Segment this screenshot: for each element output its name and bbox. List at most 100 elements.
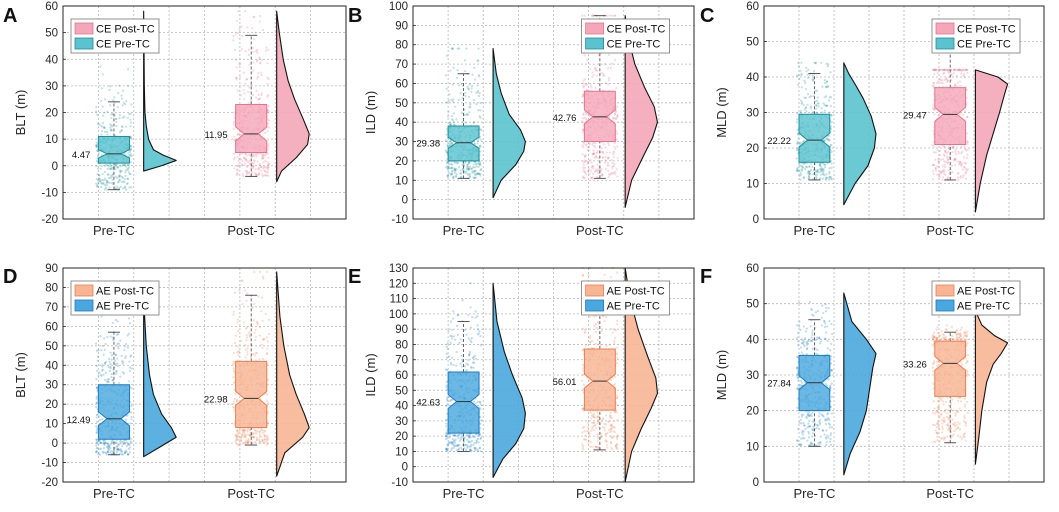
data-point [233, 291, 236, 294]
data-point [808, 73, 812, 76]
data-point [476, 400, 479, 403]
data-point [233, 111, 236, 114]
data-point [101, 363, 104, 367]
data-point [121, 453, 124, 456]
y-tick-label: 60 [45, 321, 58, 333]
data-point [110, 129, 113, 132]
data-point [594, 322, 598, 326]
y-tick-label: 0 [402, 195, 408, 207]
data-point [803, 345, 806, 348]
data-point [127, 164, 130, 167]
data-point [109, 165, 113, 168]
data-point [104, 451, 107, 454]
y-tick-label: 30 [45, 380, 58, 392]
data-point [956, 176, 960, 179]
data-point [464, 121, 467, 124]
data-point [824, 322, 827, 325]
data-point [100, 315, 103, 318]
data-point [594, 423, 597, 427]
median-label: 22.22 [767, 136, 791, 147]
data-point [245, 78, 248, 81]
data-point [450, 118, 454, 121]
data-point [454, 175, 457, 178]
data-point [450, 142, 453, 145]
data-point [583, 437, 586, 441]
data-point [470, 84, 474, 88]
data-point [109, 447, 112, 450]
data-point [98, 179, 101, 183]
x-tick-label: Post-TC [227, 223, 275, 238]
data-point [939, 68, 942, 71]
data-point [816, 169, 819, 172]
data-point [478, 172, 481, 176]
data-point [581, 153, 584, 156]
data-point [476, 328, 480, 331]
data-point [457, 436, 460, 440]
data-point [808, 165, 811, 168]
data-point [236, 321, 239, 324]
data-point [799, 99, 802, 102]
data-point [111, 166, 114, 170]
data-point [613, 339, 616, 343]
data-point [125, 451, 128, 454]
data-point [445, 166, 448, 169]
data-point [232, 123, 235, 126]
data-point [246, 428, 249, 432]
data-point [446, 144, 450, 148]
data-point [264, 313, 267, 316]
data-point [235, 77, 238, 81]
data-point [455, 168, 458, 171]
data-point [824, 95, 828, 98]
data-point [600, 151, 603, 154]
data-point [266, 442, 269, 445]
data-point [612, 153, 615, 156]
data-point [951, 150, 954, 154]
data-point [477, 94, 480, 98]
data-point [940, 79, 944, 82]
data-point [262, 165, 266, 168]
data-point [115, 441, 118, 444]
data-point [802, 140, 805, 143]
data-point [459, 436, 463, 439]
data-point [452, 177, 455, 180]
data-point [803, 79, 806, 82]
data-point [249, 99, 253, 102]
data-point [234, 434, 238, 437]
data-point [235, 76, 238, 79]
data-point [582, 113, 585, 116]
data-point [121, 444, 124, 448]
data-point [959, 84, 962, 87]
data-point [478, 144, 481, 148]
data-point [601, 174, 604, 177]
data-point [594, 416, 597, 419]
data-point [592, 73, 595, 76]
data-point [267, 162, 271, 166]
data-point [95, 378, 98, 381]
data-point [606, 164, 609, 167]
data-point [475, 440, 478, 443]
data-point [105, 179, 108, 182]
x-tick-label: Pre-TC [93, 486, 135, 501]
data-point [799, 69, 802, 72]
data-point [942, 145, 945, 148]
data-point [258, 20, 261, 23]
data-point [613, 336, 617, 339]
data-point [466, 438, 469, 441]
data-point [455, 350, 458, 354]
data-point [802, 162, 806, 165]
data-point [246, 353, 249, 356]
data-point [478, 329, 481, 333]
data-point [469, 105, 472, 108]
data-point [610, 327, 613, 331]
data-point [456, 69, 459, 72]
data-point [596, 411, 599, 414]
data-point [608, 151, 612, 154]
data-point [828, 426, 831, 429]
data-point [611, 14, 614, 17]
violin [276, 10, 310, 183]
data-point [258, 173, 261, 176]
data-point [811, 313, 814, 316]
